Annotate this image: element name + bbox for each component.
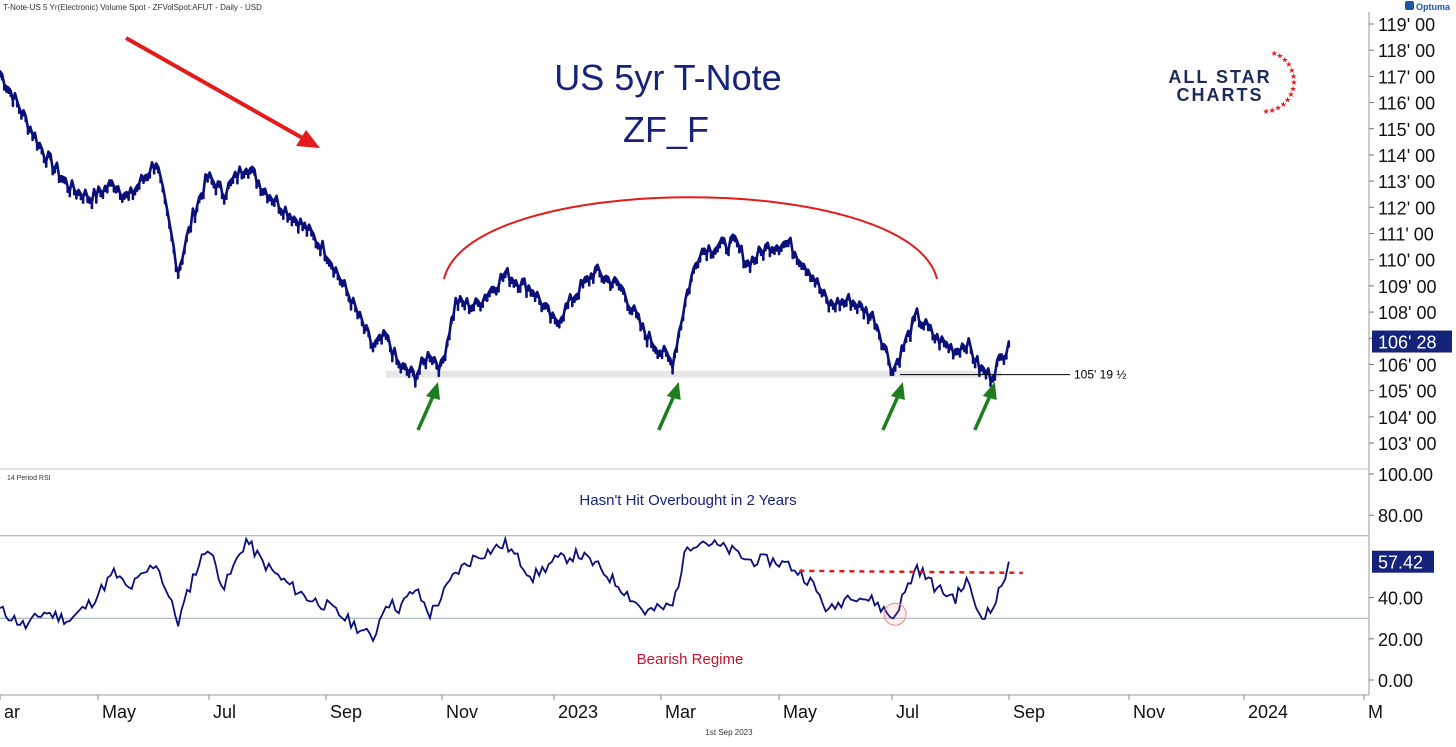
logo-star: ★	[1290, 72, 1297, 81]
price-tick-label: 117' 00	[1378, 67, 1435, 87]
logo-star: ★	[1290, 84, 1297, 93]
rsi-title: 14 Period RSI	[7, 475, 51, 482]
green-arrow	[881, 382, 905, 431]
last-price-rect	[1372, 330, 1452, 353]
price-tick-label: 111' 00	[1378, 225, 1434, 245]
logo-star: ★	[1269, 106, 1276, 115]
logo-star: ★	[1290, 78, 1297, 87]
rsi-tick-label: 0.00	[1378, 671, 1413, 691]
logo-line2: CHARTS	[1177, 85, 1264, 105]
support-arrows	[416, 382, 997, 431]
rsi-last-rect	[1372, 550, 1434, 573]
logo-star: ★	[1281, 55, 1288, 64]
logo-stars: ★★★★★★★★★★★★★★	[1263, 49, 1298, 116]
rsi-tick-label: 20.00	[1378, 630, 1423, 650]
rsi-dashed-resistance	[799, 569, 1023, 575]
rsi-y-axis: 100.00 80.00 40.00 20.00 0.00	[1369, 465, 1433, 691]
price-tick-label: 113' 00	[1378, 172, 1435, 192]
last-price-box: 106' 28	[1372, 330, 1452, 353]
vendor-icon	[1405, 1, 1414, 10]
support-band	[386, 370, 1001, 378]
x-tick-label: Jul	[213, 702, 236, 722]
x-tick-label: 2024	[1248, 702, 1288, 722]
logo-star: ★	[1284, 95, 1291, 104]
green-arrow	[973, 382, 997, 431]
vendor-name: Optuma	[1416, 2, 1451, 12]
x-tick-label: M	[1368, 702, 1383, 722]
logo-star: ★	[1274, 103, 1281, 112]
rsi-tick-label: 100.00	[1378, 465, 1433, 485]
bearish-regime-label: Bearish Regime	[637, 651, 744, 668]
green-arrow	[416, 382, 440, 431]
price-y-axis: 119' 00 118' 00 117' 00 116' 00 115' 00 114' …	[1369, 15, 1437, 454]
logo-star: ★	[1276, 52, 1283, 61]
support-label: 105' 19 ½	[1074, 368, 1126, 382]
price-tick-label: 119' 00	[1378, 15, 1435, 35]
logo-star: ★	[1285, 60, 1292, 69]
green-arrow	[657, 382, 681, 431]
price-tick-label: 104' 00	[1378, 408, 1437, 428]
all-star-charts-logo: ALL STAR CHARTS ★★★★★★★★★★★★★★	[1168, 49, 1297, 116]
x-tick-label: Nov	[446, 702, 478, 722]
rsi-reference-lines	[0, 535, 1369, 619]
red-downtrend-arrow	[125, 36, 320, 148]
price-tick-label: 112' 00	[1378, 198, 1435, 218]
rounded-top-arc	[443, 196, 938, 280]
logo-star: ★	[1271, 49, 1278, 58]
logo-star: ★	[1280, 100, 1287, 109]
x-axis: ar May Jul Sep Nov 2023 Mar May Jul Sep Nov 2024 M	[0, 695, 1383, 722]
rsi-tick-label: 80.00	[1378, 506, 1423, 526]
logo-star: ★	[1287, 90, 1294, 99]
x-tick-label: Sep	[1013, 702, 1045, 722]
rsi-last-box: 57.42	[1372, 550, 1434, 573]
chart-subtitle: ZF_F	[623, 109, 709, 150]
x-tick-label: Nov	[1133, 702, 1165, 722]
rsi-series	[0, 535, 1010, 643]
logo-star: ★	[1263, 107, 1270, 116]
price-tick-label: 109' 00	[1378, 277, 1437, 297]
x-tick-label: May	[102, 702, 136, 722]
x-tick-label: Sep	[330, 702, 362, 722]
price-tick-label: 110' 00	[1378, 251, 1435, 271]
logo-star: ★	[1288, 66, 1295, 75]
price-tick-label: 118' 00	[1378, 41, 1435, 61]
x-tick-label: Jul	[896, 702, 919, 722]
last-price-value: 106' 28	[1378, 333, 1437, 353]
vendor-logo: Optuma	[1405, 1, 1451, 12]
price-tick-label: 115' 00	[1378, 120, 1435, 140]
price-tick-label: 105' 00	[1378, 382, 1437, 402]
x-tick-label: May	[783, 702, 817, 722]
logo-line1: ALL STAR	[1168, 67, 1271, 87]
price-tick-label: 106' 00	[1378, 355, 1437, 375]
price-series	[0, 70, 1011, 388]
rsi-circled-low	[883, 602, 907, 626]
rsi-tick-label: 40.00	[1378, 589, 1423, 609]
x-tick-label: Mar	[665, 702, 696, 722]
header-info: T-Note-US 5 Yr(Electronic) Volume Spot -…	[3, 3, 262, 12]
rsi-annotation: Hasn't Hit Overbought in 2 Years	[579, 492, 796, 509]
rsi-last-value: 57.42	[1378, 553, 1423, 573]
x-tick-label: ar	[4, 702, 20, 722]
price-tick-label: 108' 00	[1378, 303, 1437, 323]
price-tick-label: 103' 00	[1378, 434, 1437, 454]
price-tick-label: 116' 00	[1378, 94, 1435, 114]
footer-date: 1st Sep 2023	[705, 728, 753, 737]
x-tick-label: 2023	[558, 702, 598, 722]
price-line	[0, 70, 1011, 388]
price-tick-label: 114' 00	[1378, 146, 1435, 166]
rsi-line	[0, 535, 1010, 643]
chart-title: US 5yr T-Note	[554, 57, 781, 98]
